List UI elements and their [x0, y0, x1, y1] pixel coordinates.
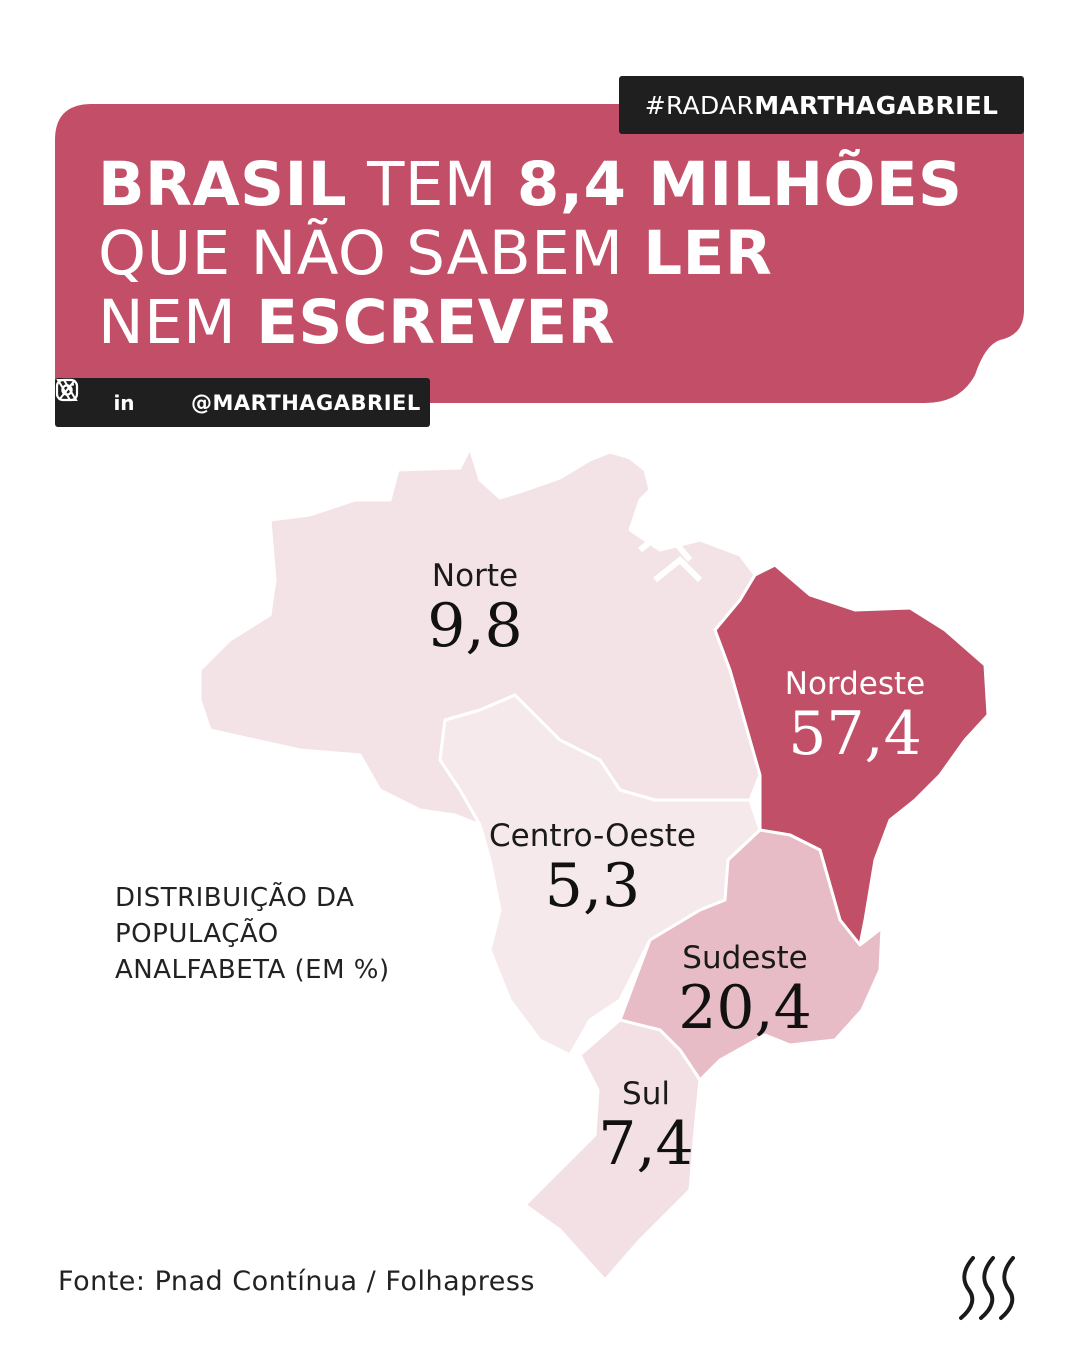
social-handle[interactable]: @MARTHAGABRIEL [191, 390, 421, 415]
brazil-region-map: Norte 9,8 Nordeste 57,4 Centro-Oeste 5,3… [0, 430, 1080, 1310]
region-label-norte: Norte 9,8 [390, 558, 560, 658]
region-sul-shape [523, 1018, 702, 1282]
region-sudeste-shape [618, 828, 884, 1082]
map-title: DISTRIBUIÇÃO DA POPULAÇÃO ANALFABETA (EM… [115, 880, 435, 988]
headline-line-1: BRASIL TEM 8,4 MILHÕES [98, 150, 962, 219]
region-name-sul: Sul [622, 1076, 670, 1112]
hashtag-prefix: #RADAR [644, 90, 755, 120]
region-value-nordeste: 57,4 [788, 699, 922, 769]
header-banner: #RADAR MARTHAGABRIEL BRASIL TEM 8,4 MILHÕ… [0, 0, 1080, 440]
region-name-nordeste: Nordeste [784, 666, 926, 702]
radar-hashtag-badge: #RADAR MARTHAGABRIEL [619, 76, 1024, 134]
brand-logo-icon [955, 1250, 1027, 1322]
region-label-sul: Sul 7,4 [586, 1076, 706, 1176]
headline-ler: LER [643, 218, 773, 289]
region-value-norte: 9,8 [427, 591, 523, 661]
region-name-sudeste: Sudeste [682, 940, 808, 976]
headline: BRASIL TEM 8,4 MILHÕES QUE NÃO SABEM LER… [98, 150, 962, 357]
region-label-centro-oeste: Centro-Oeste 5,3 [480, 818, 705, 918]
region-name-centro-oeste: Centro-Oeste [488, 818, 697, 854]
headline-nem: NEM [98, 287, 257, 358]
headline-line-3: NEM ESCREVER [98, 288, 962, 357]
linkedin-icon[interactable]: in [113, 390, 135, 415]
brazil-map-svg [198, 446, 990, 1282]
region-label-nordeste: Nordeste 57,4 [765, 666, 945, 766]
headline-escrever: ESCREVER [256, 287, 616, 358]
headline-banner-shape [55, 104, 1024, 403]
map-title-line-3: ANALFABETA (EM %) [115, 955, 390, 985]
map-title-line-2: POPULAÇÃO [115, 919, 279, 949]
coastline-detail [638, 525, 703, 583]
region-value-centro-oeste: 5,3 [544, 851, 641, 921]
headline-line-2: QUE NÃO SABEM LER [98, 219, 962, 288]
headline-tem: TEM [347, 149, 517, 220]
region-label-sudeste: Sudeste 20,4 [660, 940, 830, 1040]
source-credit: Fonte: Pnad Contínua / Folhapress [58, 1266, 536, 1297]
instagram-icon[interactable] [55, 378, 173, 427]
map-title-line-1: DISTRIBUIÇÃO DA [115, 883, 355, 913]
region-value-sul: 7,4 [598, 1109, 694, 1179]
headline-que-nao-sabem: QUE NÃO SABEM [98, 218, 644, 289]
hashtag-name: MARTHAGABRIEL [754, 90, 999, 120]
social-handle-bar: in @MARTHAGABRIEL [55, 378, 430, 427]
headline-brasil: BRASIL [98, 149, 348, 220]
region-value-sudeste: 20,4 [678, 973, 812, 1043]
headline-count: 8,4 MILHÕES [516, 149, 963, 220]
region-name-norte: Norte [431, 558, 519, 594]
